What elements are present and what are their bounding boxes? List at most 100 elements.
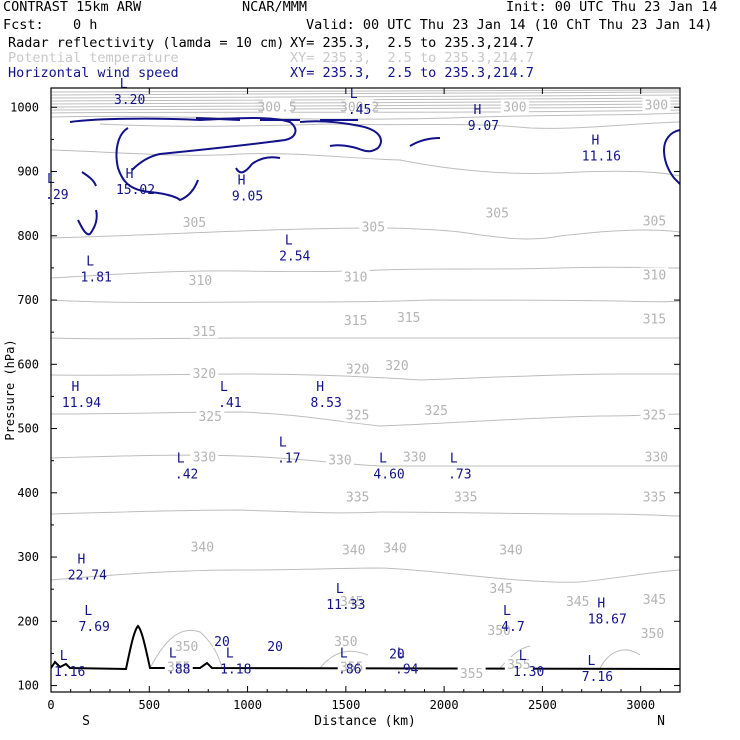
theta-label-bg (400, 449, 429, 464)
extremum-marker: L (169, 646, 177, 661)
theta-contour-label: 305 (183, 216, 206, 231)
theta-label-bg (563, 594, 592, 609)
extremum-value: 11.16 (582, 150, 621, 165)
x-tick-label: 1000 (233, 698, 262, 712)
extremum-value: 1.16 (54, 665, 85, 680)
extremum-marker: H (597, 596, 605, 611)
theta-contour-label: 355 (167, 661, 190, 676)
theta-label-bg (483, 205, 512, 220)
extremum-marker: L (340, 646, 348, 661)
theta-label-bg (325, 452, 354, 467)
extremum-value: 4.60 (373, 468, 404, 483)
theta-contour-label: 340 (499, 544, 522, 559)
extremum-value: .41 (218, 396, 241, 411)
theta-label-bg (190, 324, 219, 339)
theta-label-bg (640, 489, 669, 504)
theta-contour-label: 305 (643, 215, 666, 230)
theta-contour-label: 325 (425, 404, 448, 419)
theta-contour-label: 345 (489, 582, 512, 597)
theta-label-bg (640, 213, 669, 228)
wind-speed-contours (69, 117, 680, 236)
extremum-marker: L (336, 582, 344, 597)
theta-contour-label: 300.5 (257, 100, 296, 115)
extremum-marker: L (503, 604, 511, 619)
theta-label-bg (504, 657, 533, 672)
extremum-marker: L (588, 654, 596, 669)
theta-label-bg (382, 358, 411, 373)
header-fcst-label: Fcst: (3, 17, 44, 33)
theta-label-bg (164, 659, 193, 674)
header-valid: Valid: 00 UTC Thu 23 Jan 14 (10 ChT Thu … (306, 17, 713, 33)
theta-label-bg (640, 311, 669, 326)
wind-label-bg (213, 633, 232, 648)
theta-contour-label: 350 (487, 624, 510, 639)
extremum-marker: H (72, 380, 80, 395)
theta-label-bg (457, 666, 486, 681)
theta-label-bg (339, 542, 368, 557)
theta-contour-label: 340 (191, 540, 214, 555)
x-tick-label: 3000 (626, 698, 655, 712)
y-tick-label: 1000 (10, 100, 39, 114)
theta-contour-label: 355 (460, 667, 483, 682)
theta-label-bg (496, 542, 525, 557)
extremum-marker: H (474, 103, 482, 118)
extremum-marker: L (86, 254, 94, 269)
extremum-value: 18.67 (588, 612, 627, 627)
header-init: Init: 00 UTC Thu 23 Jan 14 (506, 0, 718, 15)
theta-contour-label: 345 (340, 595, 363, 610)
extremum-marker: L (226, 646, 234, 661)
theta-label-bg (341, 269, 370, 284)
theta-label-bg (190, 365, 219, 380)
y-tick-label: 700 (17, 293, 39, 307)
theta-label-bg (640, 592, 669, 607)
field-reflectivity-xy: XY= 235.3, 2.5 to 235.3,214.7 (290, 35, 534, 51)
theta-label-bg (190, 449, 219, 464)
extremum-value: .42 (175, 468, 198, 483)
theta-label-bg (196, 408, 225, 423)
extremum-value: 15.02 (116, 183, 155, 198)
extremum-marker: L (60, 649, 68, 664)
extremum-marker: H (77, 553, 85, 568)
theta-label-bg (345, 99, 374, 114)
extremum-value: 22.74 (68, 569, 107, 584)
extremum-marker: L (120, 77, 128, 92)
extremum-value: 2.54 (279, 249, 310, 264)
theta-label-bg (331, 633, 360, 648)
theta-contour-label: 325 (346, 409, 369, 424)
extremum-marker: H (238, 174, 246, 189)
theta-contour-label: 335 (454, 490, 477, 505)
extremum-value: .86 (338, 662, 361, 677)
x-tick-label: 2500 (528, 698, 557, 712)
theta-label-bg (180, 214, 209, 229)
theta-contour-label: 310 (189, 274, 212, 289)
extremum-marker: H (316, 380, 324, 395)
y-tick-label: 100 (17, 679, 39, 693)
theta-label-bg (188, 539, 217, 554)
extremum-value: .45 (348, 103, 371, 118)
theta-contour-label: 345 (566, 595, 589, 610)
theta-contour-label: 335 (346, 490, 369, 505)
extremum-marker: H (591, 134, 599, 149)
y-tick-label: 500 (17, 422, 39, 436)
direction-start: S (82, 714, 90, 729)
extremum-marker: L (450, 452, 458, 467)
theta-label-bg (343, 361, 372, 376)
extremum-value: 7.16 (582, 670, 613, 685)
theta-label-bg (487, 581, 516, 596)
theta-label-bg (359, 219, 388, 234)
extremum-value: .88 (167, 662, 190, 677)
wind-label-bg (266, 639, 285, 654)
theta-label-bg (642, 449, 671, 464)
header-center: NCAR/MMM (242, 0, 308, 15)
theta-contour-label: 320 (346, 362, 369, 377)
extremum-marker: H (126, 167, 134, 182)
theta-label-bg (337, 659, 366, 674)
field-theta-name: Potential temperature (8, 50, 179, 66)
extremum-value: 11.33 (326, 598, 365, 613)
theta-contour-label: 350 (334, 635, 357, 650)
theta-label-bg (341, 313, 370, 328)
wind-contour-label: 20 (267, 640, 283, 655)
extremum-value: 4.7 (501, 620, 524, 635)
theta-contour-label: 355 (340, 661, 363, 676)
